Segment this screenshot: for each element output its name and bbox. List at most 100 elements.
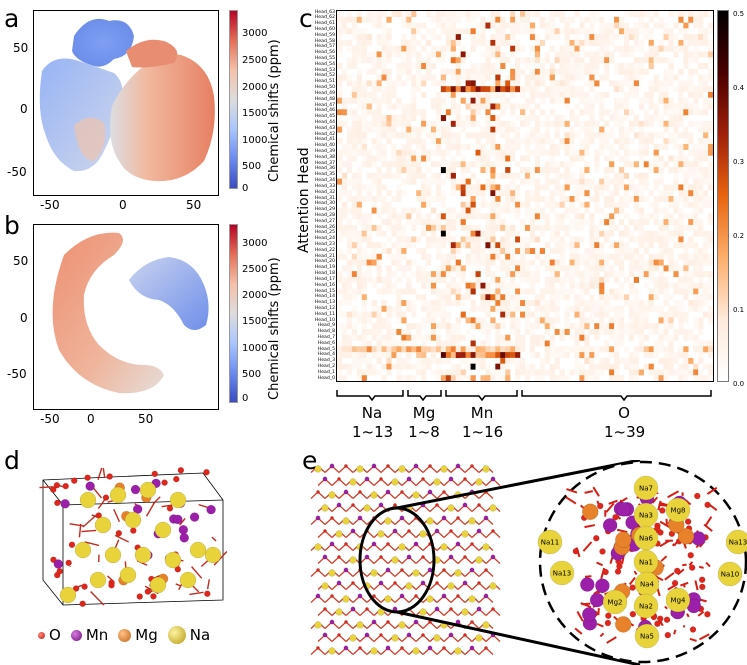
heatmap-cell bbox=[490, 45, 496, 52]
heatmap-cell bbox=[351, 253, 357, 260]
heatmap-cell bbox=[396, 352, 402, 359]
heatmap-cell bbox=[431, 11, 437, 17]
heatmap-cell bbox=[337, 34, 343, 41]
heatmap-colorbar bbox=[717, 10, 729, 382]
heatmap-cell bbox=[554, 184, 560, 191]
heatmap-cell bbox=[485, 178, 491, 185]
heatmap-cell bbox=[440, 230, 447, 237]
heatmap-cell bbox=[584, 103, 590, 110]
heatmap-cell bbox=[619, 178, 625, 185]
heatmap-cell bbox=[628, 161, 635, 168]
heatmap-cell bbox=[356, 363, 362, 370]
tsne-a-xtick: 0 bbox=[119, 198, 127, 212]
heatmap-cell bbox=[421, 126, 427, 133]
heatmap-cell bbox=[564, 184, 570, 191]
heatmap-cell bbox=[386, 97, 392, 104]
heatmap-cell bbox=[515, 334, 521, 341]
heatmap-cell bbox=[416, 126, 422, 133]
heatmap-cell bbox=[495, 155, 501, 162]
heatmap-cell bbox=[534, 253, 541, 260]
heatmap-cell bbox=[356, 34, 362, 41]
heatmap-cell bbox=[381, 161, 387, 168]
heatmap-cell bbox=[678, 143, 684, 150]
heatmap-cell bbox=[346, 11, 353, 17]
heatmap-cell bbox=[549, 16, 555, 23]
heatmap-cell bbox=[455, 91, 461, 98]
oxygen-atom bbox=[612, 514, 619, 521]
heatmap-cell bbox=[703, 294, 709, 301]
heatmap-cell bbox=[416, 167, 422, 174]
heatmap-cell bbox=[505, 184, 511, 191]
heatmap-cell bbox=[515, 184, 521, 191]
panel-label-b: b bbox=[4, 211, 20, 240]
heatmap-cell bbox=[406, 68, 412, 75]
heatmap-cell bbox=[693, 155, 699, 162]
heatmap-cell bbox=[643, 219, 649, 226]
heatmap-cell bbox=[515, 39, 521, 46]
heatmap-cell bbox=[619, 132, 625, 139]
heatmap-cell bbox=[391, 334, 397, 341]
heatmap-cell bbox=[520, 363, 526, 370]
heatmap-cell bbox=[426, 167, 432, 174]
heatmap-cell bbox=[490, 219, 496, 226]
heatmap-cell bbox=[500, 22, 506, 29]
heatmap-cell bbox=[529, 45, 536, 52]
heatmap-cell bbox=[688, 91, 694, 98]
heatmap-cell bbox=[668, 155, 674, 162]
heatmap-cell bbox=[381, 126, 387, 133]
heatmap-cell bbox=[426, 213, 432, 220]
heatmap-cell bbox=[564, 39, 570, 46]
heatmap-cell bbox=[495, 375, 501, 382]
heatmap-cell bbox=[628, 265, 635, 272]
heatmap-cell bbox=[386, 288, 392, 295]
oxygen-atom bbox=[130, 527, 137, 534]
oxygen-atom bbox=[599, 548, 606, 555]
heatmap-cell bbox=[337, 190, 343, 197]
heatmap-cell bbox=[361, 39, 367, 46]
heatmap-cell bbox=[341, 323, 348, 330]
heatmap-cell bbox=[480, 213, 486, 220]
heatmap-cell bbox=[500, 51, 506, 58]
heatmap-cell bbox=[534, 74, 541, 81]
heatmap-cell bbox=[396, 259, 402, 266]
heatmap-cell bbox=[431, 271, 437, 278]
heatmap-cell bbox=[346, 288, 353, 295]
heatmap-cell bbox=[391, 311, 397, 318]
head-label: Head_56 bbox=[314, 50, 335, 56]
heatmap-cell bbox=[500, 323, 506, 330]
heatmap-cell bbox=[460, 28, 466, 35]
heatmap-cell bbox=[564, 328, 570, 335]
heatmap-cell bbox=[361, 346, 367, 353]
heatmap-cell bbox=[515, 80, 521, 87]
heatmap-cell bbox=[371, 11, 377, 17]
heatmap-cell bbox=[500, 340, 506, 347]
manganese-atom bbox=[413, 619, 419, 625]
heatmap-cell bbox=[584, 305, 590, 312]
heatmap-cell bbox=[653, 74, 659, 81]
heatmap-cell bbox=[693, 253, 699, 260]
heatmap-cell bbox=[337, 230, 343, 237]
heatmap-cell bbox=[638, 68, 644, 75]
bond bbox=[664, 572, 675, 581]
heatmap-cell bbox=[678, 288, 684, 295]
heatmap-cell bbox=[683, 86, 689, 93]
heatmap-cell bbox=[421, 57, 427, 64]
heatmap-cell bbox=[470, 201, 476, 208]
heatmap-cell bbox=[599, 143, 605, 150]
heatmap-cell bbox=[386, 103, 392, 110]
heatmap-cell bbox=[594, 149, 600, 156]
heatmap-cell bbox=[614, 190, 620, 197]
heatmap-cell bbox=[356, 346, 362, 353]
heatmap-cell bbox=[495, 161, 501, 168]
heatmap-cell bbox=[465, 68, 471, 75]
heatmap-cell bbox=[638, 16, 644, 23]
heatmap-cell bbox=[628, 28, 635, 35]
heatmap-cell bbox=[435, 311, 442, 318]
heatmap-cell bbox=[525, 276, 531, 283]
heatmap-cell bbox=[465, 120, 471, 127]
heatmap-cell bbox=[421, 74, 427, 81]
heatmap-cell bbox=[614, 68, 620, 75]
heatmap-cell bbox=[465, 103, 471, 110]
manganese-atom bbox=[427, 645, 433, 651]
heatmap-cell bbox=[544, 149, 550, 156]
